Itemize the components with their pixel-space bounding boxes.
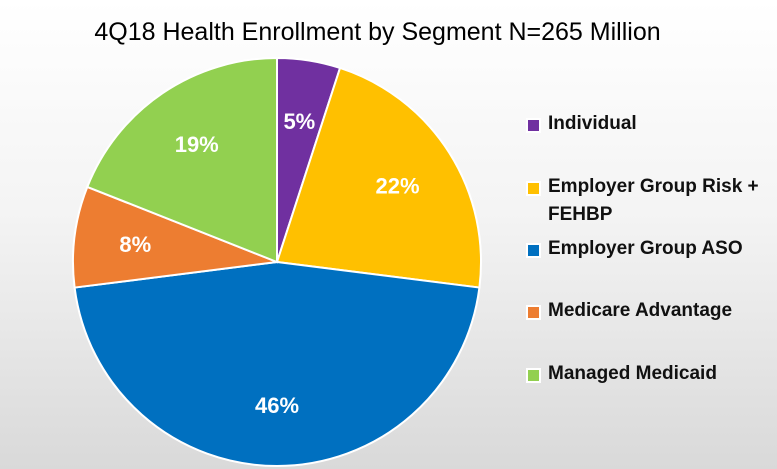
pie-slice-employer-group-aso <box>73 260 481 467</box>
pie-slice-employer-group-risk-fehbp <box>275 66 482 289</box>
data-label: 46% <box>255 393 299 418</box>
legend-label: Individual <box>548 113 637 134</box>
legend-swatch <box>526 243 541 258</box>
legend-item: Employer Group ASO <box>526 235 766 263</box>
data-label: 8% <box>119 232 151 257</box>
data-label: 22% <box>376 173 420 198</box>
pie-slice-managed-medicaid <box>86 56 278 264</box>
legend-swatch <box>526 181 541 196</box>
legend-label: Medicare Advantage <box>548 300 733 321</box>
legend-item: Medicare Advantage <box>526 297 766 325</box>
data-label: 5% <box>283 109 315 134</box>
legend-swatch <box>526 305 541 320</box>
legend-item: Individual <box>526 110 766 138</box>
legend-swatch <box>526 118 541 133</box>
legend-label: Employer Group Risk + FEHBP <box>548 176 759 225</box>
legend-item: Managed Medicaid <box>526 360 766 388</box>
legend-label: Employer Group ASO <box>548 238 743 259</box>
legend-swatch <box>526 368 541 383</box>
pie-slice-medicare-advantage <box>72 185 278 289</box>
chart-title-text: 4Q18 Health Enrollment by Segment N=265 … <box>94 18 661 46</box>
data-label: 19% <box>175 132 219 157</box>
chart-title: 4Q18 Health Enrollment by Segment N=265 … <box>0 18 777 47</box>
legend-label: Managed Medicaid <box>548 363 717 384</box>
legend-item: Employer Group Risk + FEHBP <box>526 173 766 229</box>
